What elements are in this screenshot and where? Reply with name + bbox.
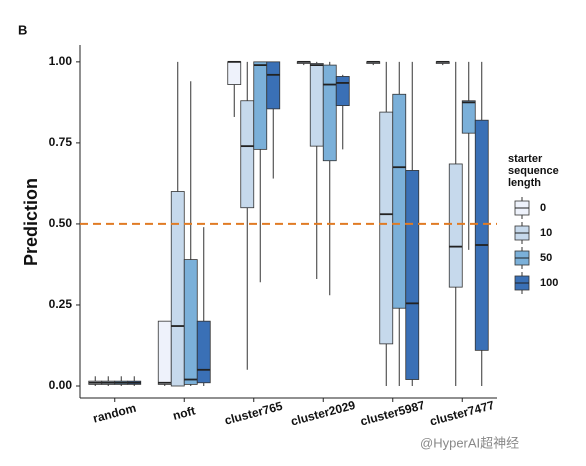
box	[322, 64, 337, 162]
legend-title: starter	[508, 153, 543, 165]
x-tick-label: noft	[171, 404, 197, 423]
box	[448, 163, 463, 288]
y-axis-title: Prediction	[21, 178, 41, 266]
box	[461, 100, 476, 134]
legend-label: 0	[540, 202, 546, 214]
box	[240, 100, 255, 209]
box	[474, 119, 489, 351]
box	[170, 191, 185, 387]
box	[196, 320, 211, 384]
box	[266, 61, 281, 110]
y-tick-label: 0.25	[49, 297, 73, 311]
box	[183, 259, 198, 385]
y-tick-label: 0.00	[49, 378, 73, 392]
box	[157, 320, 172, 385]
box	[335, 76, 350, 107]
legend-label: 10	[540, 227, 552, 239]
legend-title: sequence	[508, 165, 559, 177]
legend-label: 100	[540, 277, 558, 289]
x-tick-label: cluster2029	[289, 398, 357, 429]
box	[309, 63, 324, 147]
box	[379, 111, 394, 345]
legend-title: length	[508, 177, 541, 189]
panel-label: B	[18, 22, 27, 37]
x-tick-label: cluster7477	[428, 398, 496, 429]
box	[253, 61, 268, 150]
watermark: @HyperAI超神经	[420, 435, 519, 450]
x-tick-label: cluster765	[223, 399, 284, 428]
box	[392, 93, 407, 309]
box	[405, 170, 420, 380]
x-tick-label: cluster5987	[359, 398, 427, 429]
x-tick-label: random	[91, 401, 137, 426]
legend-label: 50	[540, 252, 552, 264]
y-tick-label: 0.50	[49, 216, 73, 230]
box	[227, 61, 242, 85]
y-tick-label: 1.00	[49, 54, 73, 68]
y-tick-label: 0.75	[49, 135, 73, 149]
